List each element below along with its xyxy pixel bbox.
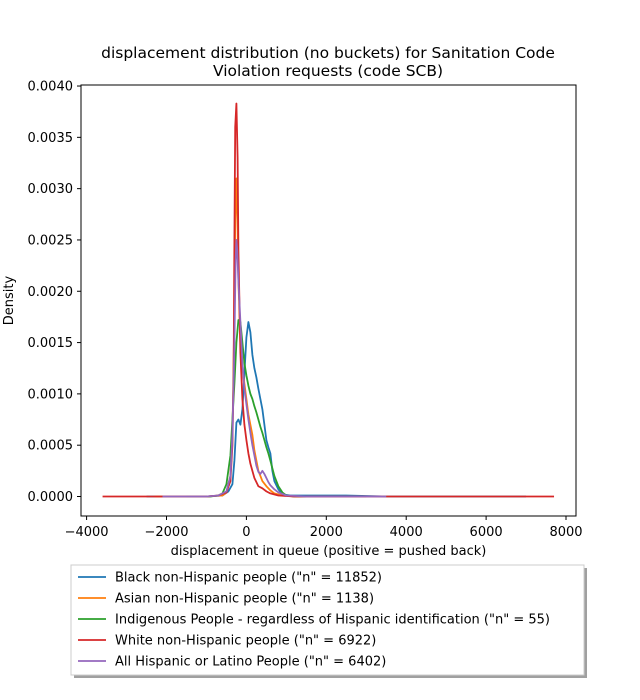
y-tick-label: 0.0030 (28, 182, 74, 197)
y-tick-label: 0.0015 (28, 336, 74, 351)
series-lines (102, 102, 555, 498)
series-line (186, 319, 307, 498)
y-tick-label: 0.0010 (28, 387, 74, 402)
legend-entry-label: All Hispanic or Latino People ("n" = 640… (115, 655, 386, 670)
legend-entry-label: White non-Hispanic people ("n" = 6922) (115, 634, 376, 649)
x-axis-label: displacement in queue (positive = pushed… (171, 544, 487, 559)
x-tick-label: −2000 (145, 525, 189, 540)
legend-box (70, 564, 585, 676)
chart-title: displacement distribution (no buckets) f… (101, 44, 555, 80)
y-tick-label: 0.0000 (28, 490, 74, 505)
x-axis-ticks: −4000 −2000 0 2000 4000 6000 8000 (65, 516, 583, 540)
x-tick-label: 8000 (549, 525, 582, 540)
y-axis-label: Density (2, 275, 17, 325)
y-axis-ticks: 0.0000 0.0005 0.0010 0.0015 0.0020 0.0025 0.00… (28, 80, 81, 505)
y-tick-label: 0.0020 (28, 285, 74, 300)
series-line (102, 102, 555, 498)
x-tick-label: 6000 (470, 525, 503, 540)
y-tick-label: 0.0035 (28, 131, 74, 146)
legend-entry-label: Black non-Hispanic people ("n" = 11852) (115, 571, 382, 586)
legend: Black non-Hispanic people ("n" = 11852) A… (70, 564, 587, 678)
chart-title-line: Violation requests (code SCB) (213, 62, 443, 80)
y-tick-label: 0.0040 (28, 80, 74, 95)
legend-entry-label: Asian non-Hispanic people ("n" = 1138) (115, 592, 374, 607)
legend-entry-label: Indigenous People - regardless of Hispan… (115, 613, 550, 628)
y-tick-label: 0.0025 (28, 233, 74, 248)
series-line (162, 239, 387, 498)
plot-area (80, 84, 577, 517)
chart-title-line: displacement distribution (no buckets) f… (101, 44, 555, 62)
x-tick-label: 2000 (310, 525, 343, 540)
x-tick-label: −4000 (65, 525, 109, 540)
x-tick-label: 0 (242, 525, 250, 540)
y-tick-label: 0.0005 (28, 439, 74, 454)
x-tick-label: 4000 (390, 525, 423, 540)
